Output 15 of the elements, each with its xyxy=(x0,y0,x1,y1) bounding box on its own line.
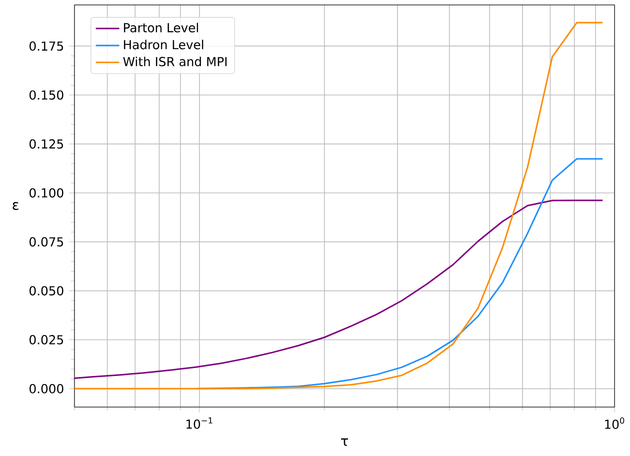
y-tick-label: 0.050 xyxy=(30,286,64,296)
y-tick-label: 0.025 xyxy=(30,335,64,345)
legend-label: With ISR and MPI xyxy=(123,56,227,66)
legend-label: Parton Level xyxy=(124,22,198,33)
x-axis-title: τ xyxy=(341,438,348,446)
y-tick-label: 0.100 xyxy=(30,188,64,198)
legend-label: Hadron Level xyxy=(124,40,204,50)
y-tick-label: 0.150 xyxy=(30,90,64,100)
x-tick-label: 10$^{0}$ xyxy=(605,418,624,430)
y-tick-label: 0.000 xyxy=(30,384,64,394)
x-tick-label: 10$^{−1}$ xyxy=(186,418,212,429)
y-tick-label: 0.175 xyxy=(30,42,64,51)
y-tick-label: 0.125 xyxy=(30,139,64,149)
y-tick-label: 0.075 xyxy=(30,237,64,247)
y-axis-title: ε xyxy=(12,202,18,210)
